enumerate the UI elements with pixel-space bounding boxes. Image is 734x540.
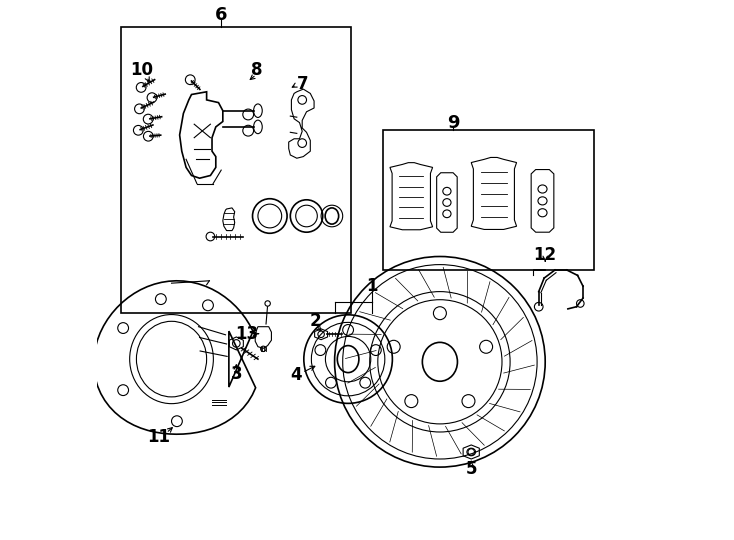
Text: 13: 13: [236, 325, 258, 343]
Text: 1: 1: [367, 277, 378, 295]
Bar: [121, 27, 351, 313]
Text: 2: 2: [310, 312, 321, 330]
Text: 6: 6: [215, 6, 228, 24]
Text: 5: 5: [465, 460, 477, 478]
Bar: [383, 130, 594, 270]
Circle shape: [265, 301, 270, 306]
Text: 3: 3: [230, 364, 242, 383]
Text: 12: 12: [534, 246, 557, 264]
Text: 10: 10: [130, 61, 153, 79]
Text: 8: 8: [250, 61, 262, 79]
Text: 4: 4: [290, 366, 302, 384]
Text: 11: 11: [148, 428, 170, 447]
Text: 7: 7: [297, 75, 308, 93]
Text: 9: 9: [447, 113, 459, 132]
